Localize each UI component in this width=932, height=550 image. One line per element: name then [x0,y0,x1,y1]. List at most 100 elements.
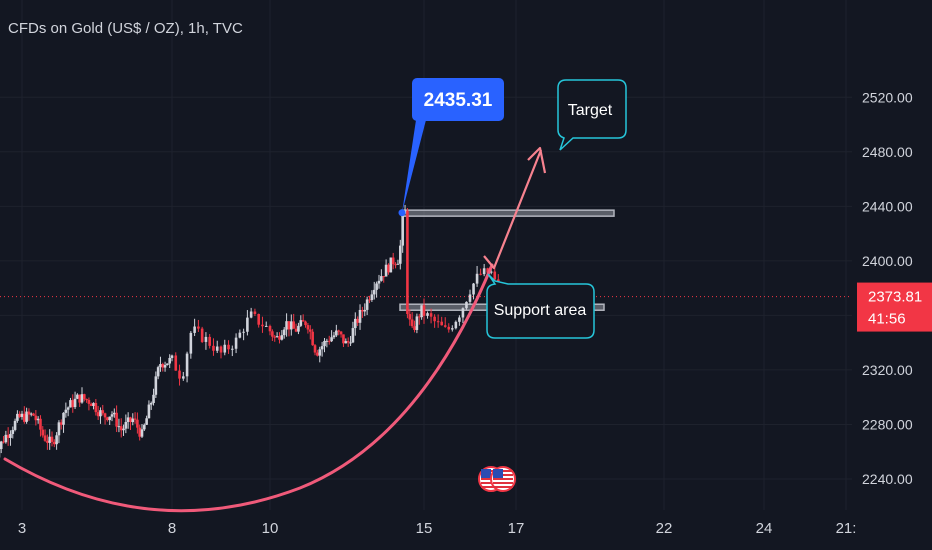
candle-body[interactable] [280,335,284,340]
candle-body[interactable] [126,417,130,422]
candle-body[interactable] [261,324,264,327]
candle-body[interactable] [41,429,45,436]
candle-body[interactable] [166,363,169,366]
candle-body[interactable] [27,411,31,415]
candle-body[interactable] [417,316,421,318]
candle-body[interactable] [133,418,137,420]
candle-body[interactable] [479,273,482,275]
candle-body[interactable] [16,413,19,421]
candle-body[interactable] [415,316,419,330]
candle-body[interactable] [73,398,77,408]
candle-body[interactable] [92,402,95,407]
candle-body[interactable] [189,332,193,354]
candle-body[interactable] [368,299,371,301]
candle-body[interactable] [278,336,281,340]
event-flags[interactable] [478,466,516,492]
candle-body[interactable] [48,436,51,443]
candle-body[interactable] [152,394,155,404]
candle-body[interactable] [311,331,314,346]
candle-body[interactable] [223,344,227,353]
candle-body[interactable] [2,441,5,443]
candle-body[interactable] [465,301,468,309]
us-flag-icon[interactable] [490,466,516,492]
candle-body[interactable] [472,283,475,295]
candle-body[interactable] [124,421,128,429]
candle-body[interactable] [468,294,472,302]
candle-body[interactable] [271,331,274,337]
candle-body[interactable] [396,263,400,265]
candle-body[interactable] [55,435,58,445]
candle-body[interactable] [447,326,451,330]
candle-body[interactable] [327,340,331,342]
candle-body[interactable] [9,433,12,438]
candle-body[interactable] [339,331,343,335]
candle-body[interactable] [332,335,336,338]
candle-body[interactable] [25,411,28,422]
candle-body[interactable] [486,268,489,273]
candle-body[interactable] [408,314,412,320]
candle-body[interactable] [380,276,383,281]
candle-body[interactable] [238,332,242,338]
drawings[interactable]: 2435.31 Target Support area [3,78,627,513]
candle-body[interactable] [11,429,15,434]
candle-body[interactable] [353,318,357,329]
candle-body[interactable] [168,357,171,364]
candle-body[interactable] [304,321,307,326]
candle-body[interactable] [185,353,189,377]
candle-body[interactable] [99,410,102,417]
candle-body[interactable] [384,264,388,277]
candle-body[interactable] [83,394,86,400]
candle-body[interactable] [363,309,367,312]
candle-body[interactable] [170,355,174,358]
candle-body[interactable] [36,418,40,421]
candle-body[interactable] [493,271,497,280]
candle-body[interactable] [294,328,298,332]
candle-body[interactable] [242,331,245,333]
candle-body[interactable] [234,337,238,349]
candle-body[interactable] [253,311,257,314]
candle-body[interactable] [4,434,8,443]
candle-body[interactable] [23,413,26,422]
candle-body[interactable] [76,394,79,399]
candle-body[interactable] [422,305,426,316]
trend-curve[interactable] [3,263,494,513]
candle-body[interactable] [143,424,146,430]
candle-body[interactable] [138,427,141,437]
candle-body[interactable] [290,321,293,330]
candle-body[interactable] [119,426,123,431]
candle-body[interactable] [178,370,181,379]
last-price-tag[interactable] [857,282,932,332]
candle-body[interactable] [391,257,395,265]
candle-body[interactable] [361,309,364,312]
candle-body[interactable] [145,418,148,425]
candle-body[interactable] [299,320,303,326]
candle-body[interactable] [436,321,440,323]
candle-body[interactable] [394,264,397,266]
candle-body[interactable] [108,416,111,421]
candle-body[interactable] [316,352,319,356]
candle-body[interactable] [356,318,359,323]
candle-body[interactable] [39,418,42,430]
candle-body[interactable] [413,326,416,330]
candle-body[interactable] [330,337,333,342]
candle-body[interactable] [159,364,162,368]
candle-body[interactable] [13,420,17,430]
candle-body[interactable] [292,321,295,329]
candle-body[interactable] [287,321,291,330]
candle-body[interactable] [351,328,355,343]
candle-body[interactable] [308,329,312,332]
candle-body[interactable] [94,402,98,413]
candle-body[interactable] [113,412,116,415]
candle-body[interactable] [375,283,378,290]
candle-body[interactable] [200,328,204,342]
candle-body[interactable] [78,394,81,403]
candle-body[interactable] [156,367,160,377]
target-callout[interactable] [557,79,627,151]
candle-body[interactable] [273,336,277,338]
candle-body[interactable] [461,308,465,318]
candle-body[interactable] [320,346,324,350]
candle-body[interactable] [89,403,93,407]
candle-body[interactable] [406,210,409,315]
candle-body[interactable] [204,336,208,342]
candle-body[interactable] [154,376,158,395]
